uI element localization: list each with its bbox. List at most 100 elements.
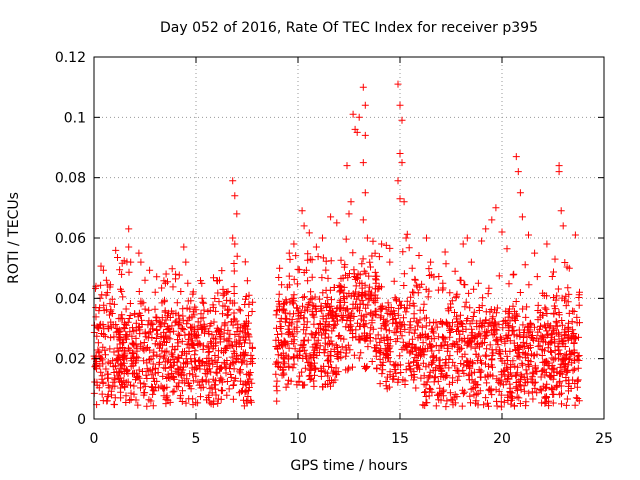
data-point <box>355 336 363 344</box>
data-point <box>154 369 162 376</box>
data-point <box>276 318 284 326</box>
data-point <box>484 290 492 298</box>
data-point-peak <box>423 234 430 242</box>
data-point <box>162 316 170 324</box>
data-point <box>469 385 477 393</box>
data-point <box>286 255 294 263</box>
data-point <box>541 321 549 329</box>
data-point <box>205 378 213 386</box>
data-point <box>430 318 438 326</box>
data-point <box>485 386 493 394</box>
data-point-peak <box>161 279 169 287</box>
data-point-peak <box>198 294 206 302</box>
data-point-peak <box>565 264 573 272</box>
data-point <box>342 323 350 331</box>
data-point <box>224 326 232 334</box>
data-point <box>149 320 157 328</box>
data-point <box>337 275 345 283</box>
data-point <box>565 328 572 335</box>
data-point <box>470 308 478 316</box>
data-point <box>360 322 368 330</box>
data-point-peak <box>333 219 341 227</box>
data-point <box>120 339 128 346</box>
data-point <box>170 387 178 395</box>
x-tick-label: 10 <box>289 431 307 447</box>
data-point <box>406 318 414 326</box>
data-point <box>149 374 157 382</box>
data-point <box>426 384 433 392</box>
data-point-peak <box>345 210 353 218</box>
data-point <box>247 355 255 363</box>
data-point <box>541 393 549 401</box>
data-point <box>199 376 207 384</box>
data-point <box>525 389 533 397</box>
data-point <box>344 274 352 282</box>
data-point <box>361 281 369 289</box>
data-point <box>282 383 290 391</box>
data-point <box>379 358 387 366</box>
data-point <box>119 353 127 361</box>
data-point <box>118 315 126 323</box>
data-point <box>445 364 453 372</box>
data-point <box>189 377 197 385</box>
data-point <box>571 357 579 364</box>
data-point <box>534 342 542 350</box>
data-point <box>290 353 298 361</box>
data-point <box>477 357 484 365</box>
data-point <box>446 352 454 360</box>
data-point <box>128 339 136 347</box>
data-point-peak <box>451 267 459 275</box>
data-point <box>533 389 541 397</box>
data-point <box>574 364 582 372</box>
data-point <box>483 329 491 337</box>
data-point <box>433 323 441 331</box>
data-point <box>207 338 215 346</box>
data-point <box>453 376 461 384</box>
data-point <box>150 348 158 356</box>
data-point <box>149 402 157 410</box>
data-point <box>551 335 558 343</box>
data-point <box>539 311 547 319</box>
data-point-peak <box>110 300 118 308</box>
data-point <box>386 348 394 356</box>
data-point <box>285 362 293 370</box>
data-point <box>468 325 476 333</box>
data-point <box>550 327 558 335</box>
data-point <box>170 327 178 335</box>
data-point <box>327 352 335 360</box>
data-point <box>163 383 171 391</box>
data-point <box>496 380 504 388</box>
data-point <box>534 307 542 314</box>
data-point <box>340 289 348 297</box>
data-point <box>108 295 116 303</box>
data-point <box>469 313 477 320</box>
data-point <box>442 260 450 268</box>
data-point <box>464 358 472 366</box>
data-point <box>470 368 478 376</box>
data-point <box>434 286 442 294</box>
data-point <box>346 270 353 277</box>
x-tick-label: 25 <box>595 431 613 447</box>
data-point <box>485 402 492 410</box>
data-point <box>130 382 138 390</box>
data-point <box>382 305 390 313</box>
data-point <box>197 393 204 401</box>
data-point <box>209 345 217 353</box>
data-point <box>223 357 231 364</box>
data-point <box>468 359 476 367</box>
data-point-peak <box>555 162 563 170</box>
data-point <box>418 280 426 288</box>
data-points <box>90 80 583 411</box>
data-point <box>419 401 427 409</box>
data-point <box>553 368 561 376</box>
data-point <box>436 356 444 364</box>
data-point <box>213 324 221 332</box>
data-point <box>148 371 156 379</box>
data-point <box>156 323 164 331</box>
x-axis-label: GPS time / hours <box>290 458 407 474</box>
data-point <box>212 307 220 315</box>
data-point <box>570 308 578 315</box>
data-point <box>474 401 482 409</box>
data-point <box>334 349 342 357</box>
data-point <box>325 310 333 318</box>
